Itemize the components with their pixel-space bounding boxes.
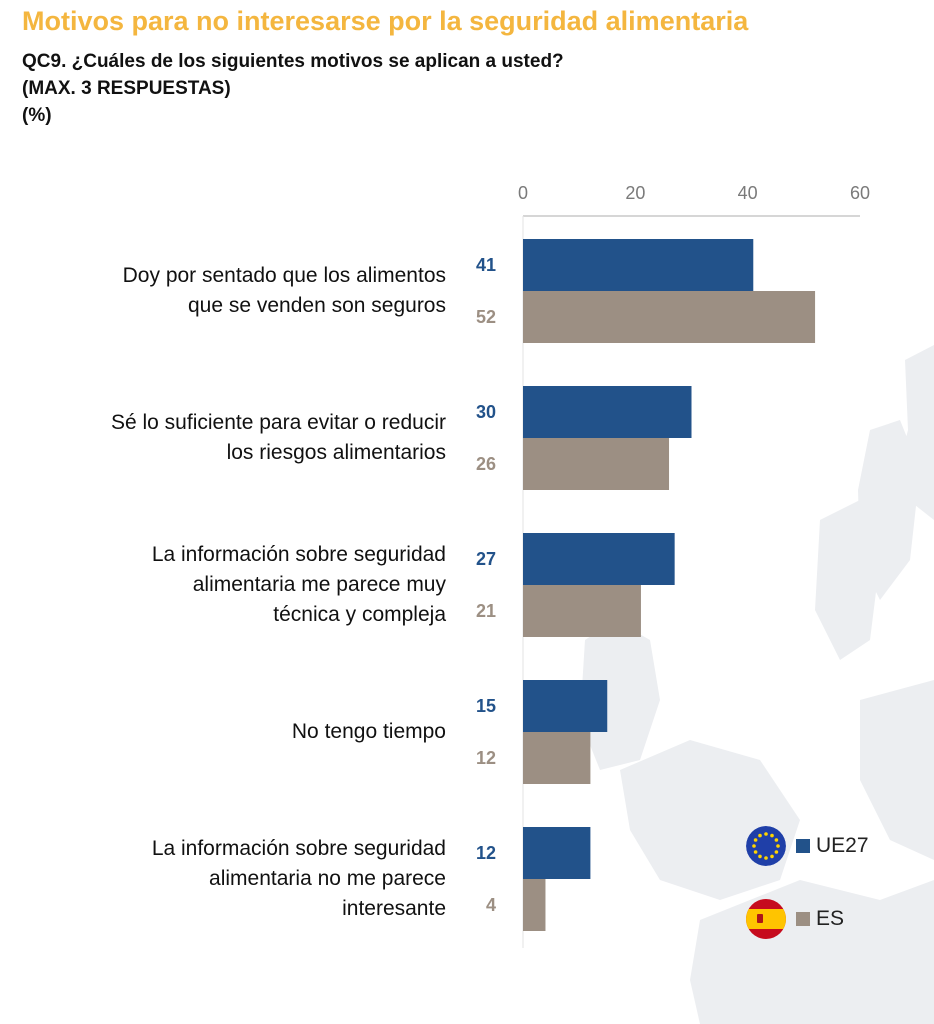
data-label-ue27: 15: [476, 696, 496, 716]
category-label-line: los riesgos alimentarios: [226, 441, 446, 464]
bar-ue27: [523, 386, 692, 438]
bar-es: [523, 438, 670, 490]
category-label: No tengo tiempo: [292, 717, 446, 747]
category-label-line: alimentaria me parece muy: [192, 573, 446, 596]
category-label-line: Doy por sentado que los alimentos: [122, 264, 446, 287]
bar-es: [523, 879, 546, 931]
data-label-es: 52: [476, 307, 496, 327]
spain-flag-icon: [746, 899, 786, 939]
bar-ue27: [523, 827, 591, 879]
question-line: (%): [22, 105, 52, 126]
legend-swatch-ue27: [796, 839, 810, 853]
question-line: (MAX. 3 RESPUESTAS): [22, 78, 231, 99]
bar-ue27: [523, 239, 754, 291]
category-label-line: alimentaria no me parece: [209, 867, 446, 890]
legend-item-ue27: UE27: [746, 826, 869, 866]
data-label-ue27: 27: [476, 549, 496, 569]
question-line: QC9. ¿Cuáles de los siguientes motivos s…: [22, 51, 564, 72]
category-label-line: técnica y compleja: [273, 603, 446, 626]
legend-label-es: ES: [816, 907, 845, 930]
x-tick-label: 0: [518, 183, 528, 203]
bar-es: [523, 732, 591, 784]
bar-ue27: [523, 680, 608, 732]
data-label-es: 26: [476, 454, 496, 474]
category-label-line: interesante: [342, 897, 446, 920]
legend-swatch-es: [796, 912, 810, 926]
chart-title: Motivos para no interesarse por la segur…: [22, 6, 749, 36]
data-label-es: 21: [476, 601, 496, 621]
x-tick-label: 60: [850, 183, 870, 203]
category-label-line: No tengo tiempo: [291, 720, 446, 743]
category-label: Sé lo suficiente para evitar o reducir lo…: [111, 408, 446, 468]
eu-flag-icon: [746, 826, 786, 866]
category-label: La información sobre seguridad alimentari…: [152, 834, 446, 924]
data-label-ue27: 30: [476, 402, 496, 422]
category-label-line: La información sobre seguridad: [151, 837, 446, 860]
category-label: Doy por sentado que los alimentos que se …: [123, 261, 446, 321]
bar-es: [523, 291, 816, 343]
bar-es: [523, 585, 641, 637]
data-label-es: 12: [476, 748, 496, 768]
bar-ue27: [523, 533, 675, 585]
data-label-es: 4: [486, 895, 496, 915]
category-label-line: Sé lo suficiente para evitar o reducir: [110, 411, 446, 434]
legend-label-ue27: UE27: [816, 834, 869, 857]
data-label-ue27: 12: [476, 843, 496, 863]
legend-item-es: ES: [746, 899, 844, 939]
x-tick-label: 40: [738, 183, 758, 203]
category-label-line: que se venden son seguros: [187, 294, 446, 317]
question-text: QC9. ¿Cuáles de los siguientes motivos s…: [22, 48, 564, 129]
data-label-ue27: 41: [476, 255, 496, 275]
category-label-line: La información sobre seguridad: [151, 543, 446, 566]
x-tick-label: 20: [625, 183, 645, 203]
category-label: La información sobre seguridad alimentari…: [152, 540, 446, 630]
